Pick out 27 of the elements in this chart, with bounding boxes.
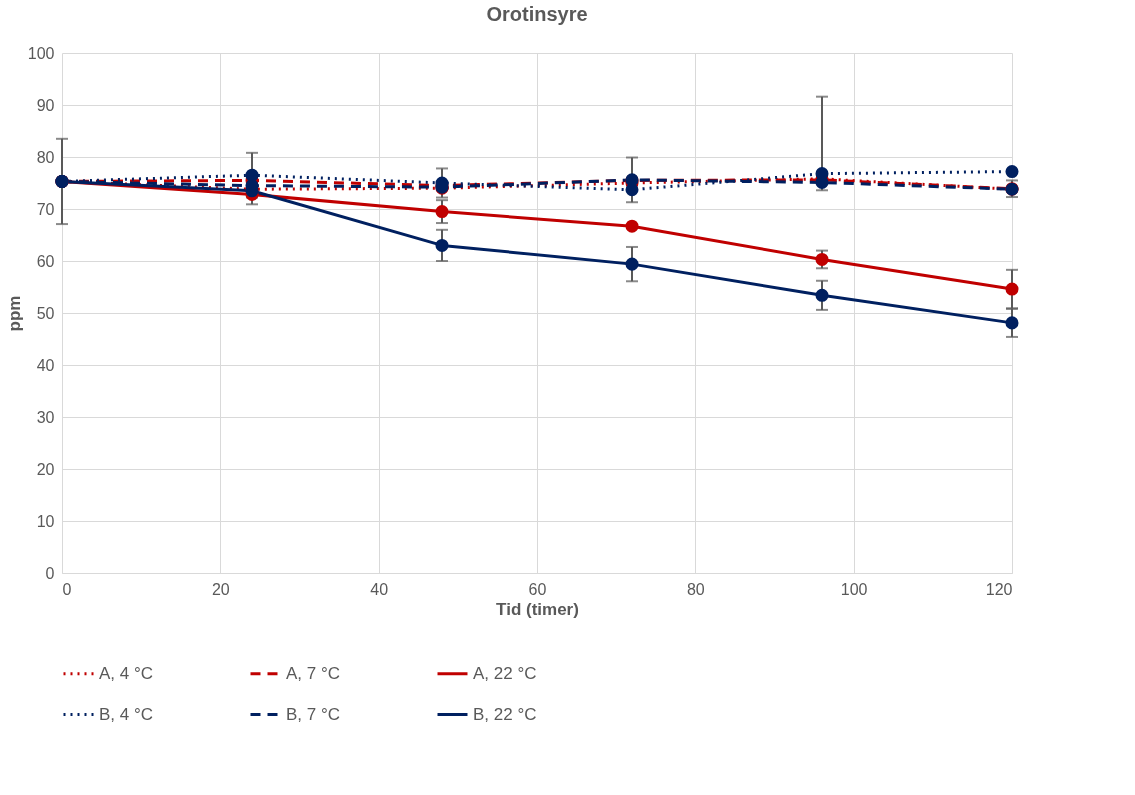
y-tick-label: 10: [36, 512, 55, 530]
legend-label: B, 22 °C: [473, 704, 537, 724]
x-axis-title: Tid (timer): [496, 599, 579, 619]
x-tick-label: 20: [211, 580, 230, 598]
legend-label: A, 4 °C: [99, 663, 154, 683]
legend-label: A, 7 °C: [286, 663, 341, 683]
chart-title: Orotinsyre: [486, 3, 588, 25]
y-tick-label: 100: [27, 44, 55, 62]
y-tick-label: 60: [36, 252, 55, 270]
legend-label: A, 22 °C: [473, 663, 537, 683]
y-tick-label: 20: [36, 460, 55, 478]
y-tick-label: 50: [36, 304, 55, 322]
legend-label: B, 4 °C: [99, 704, 154, 724]
y-tick-label: 80: [36, 148, 55, 166]
x-tick-label: 0: [62, 580, 72, 598]
y-tick-label: 40: [36, 356, 55, 374]
y-axis-title: ppm: [4, 295, 24, 332]
y-tick-label: 0: [45, 564, 55, 582]
x-tick-label: 120: [985, 580, 1013, 598]
y-tick-label: 30: [36, 408, 55, 426]
x-tick-label: 40: [370, 580, 389, 598]
x-tick-label: 60: [528, 580, 547, 598]
x-tick-label: 80: [686, 580, 705, 598]
legend-label: B, 7 °C: [286, 704, 341, 724]
y-tick-label: 70: [36, 200, 55, 218]
y-tick-label: 90: [36, 96, 55, 114]
x-tick-label: 100: [840, 580, 868, 598]
